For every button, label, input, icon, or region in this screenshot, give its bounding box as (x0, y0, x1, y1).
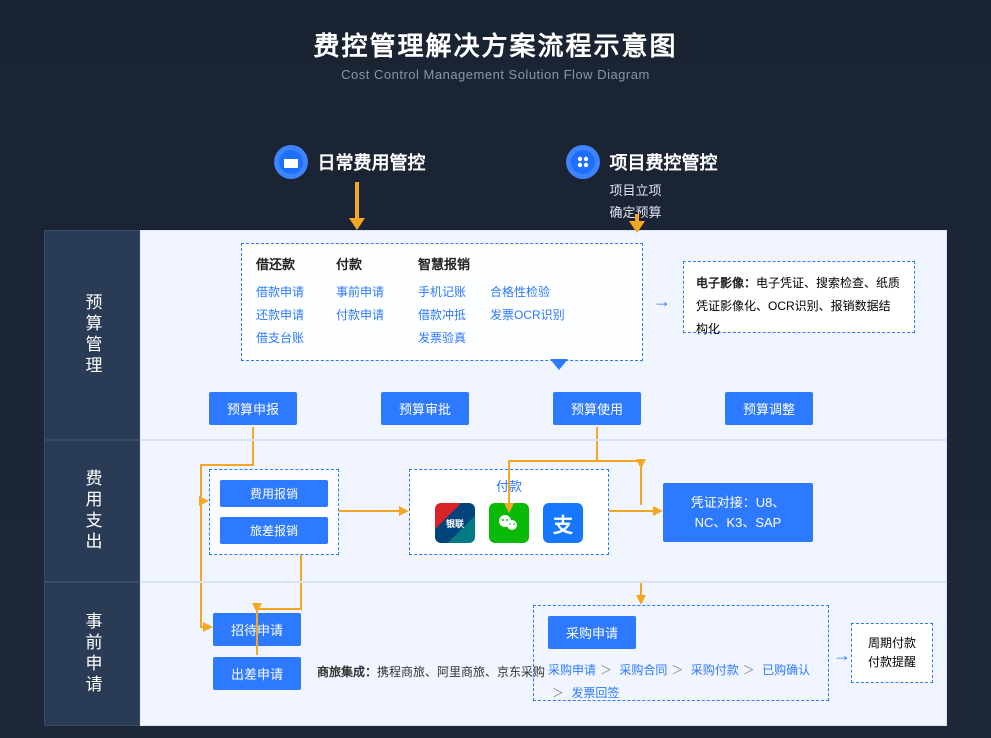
row-label-preapply: 事前申请 (44, 582, 140, 726)
tab-daily-label: 日常费用管控 (318, 149, 426, 175)
link-item[interactable]: 付款申请 (336, 304, 418, 327)
diagram-grid: 预算管理 借还款 借款申请 还款申请 借支台账 付款 事前申请 付款申请 智慧报… (44, 230, 947, 720)
wechat-pay-icon (489, 503, 529, 543)
title-en: Cost Control Management Solution Flow Di… (0, 67, 991, 82)
smart-reimburse-title: 智慧报销 (418, 254, 628, 273)
payment-title: 付款 (410, 476, 608, 495)
payment-box: 付款 银联 支 (409, 469, 609, 555)
chain-step[interactable]: 采购申请 (548, 663, 596, 677)
expense-reimburse-button[interactable]: 费用报销 (220, 480, 328, 507)
reminder-line1: 周期付款 (858, 634, 926, 653)
payment-reminder-box: 周期付款 付款提醒 (851, 623, 933, 683)
budget-buttons-row: 预算申报 预算审批 预算使用 预算调整 (209, 392, 916, 425)
payment-title: 付款 (336, 254, 418, 273)
column-payment: 付款 事前申请 付款申请 (336, 254, 418, 350)
chain-step[interactable]: 发票回签 (571, 686, 619, 700)
title-zh: 费控管理解决方案流程示意图 (0, 26, 991, 63)
voucher-button[interactable]: 凭证对接：U8、 NC、K3、SAP (663, 483, 813, 542)
grid-icon (566, 145, 600, 179)
entertain-apply-button[interactable]: 招待申请 (213, 613, 301, 646)
speech-tail-icon (551, 360, 567, 370)
purchase-chain: 采购申请＞ 采购合同＞ 采购付款＞ 已购确认＞ 发票回签 (548, 659, 814, 705)
purchase-apply-button[interactable]: 采购申请 (548, 616, 636, 649)
alipay-icon: 支 (543, 503, 583, 543)
link-item[interactable]: 借款申请 (256, 281, 336, 304)
link-item[interactable]: 借支台账 (256, 327, 336, 350)
loan-title: 借还款 (256, 254, 336, 273)
tab-project-label: 项目费控管控 (610, 149, 718, 175)
loan-pay-reimburse-box: 借还款 借款申请 还款申请 借支台账 付款 事前申请 付款申请 智慧报销 手机记… (241, 243, 643, 361)
tab-project-cost[interactable]: 项目费控管控 项目立项 确定预算 (566, 145, 718, 222)
budget-use-button[interactable]: 预算使用 (553, 392, 641, 425)
reimburse-box: 费用报销 旅差报销 (209, 469, 339, 555)
e-image-label: 电子影像： (696, 276, 756, 290)
row-body-budget: 借还款 借款申请 还款申请 借支台账 付款 事前申请 付款申请 智慧报销 手机记… (140, 230, 947, 440)
chain-step[interactable]: 采购付款 (691, 663, 739, 677)
column-smart-reimburse: 智慧报销 手机记账 借款冲抵 发票验真 合格性检验 发票OCR识别 (418, 254, 628, 350)
e-image-box: 电子影像：电子凭证、搜索检查、纸质凭证影像化、OCR识别、报销数据结构化 (683, 261, 915, 333)
travel-integration-text: 商旅集成：携程商旅、阿里商旅、京东采购 (317, 663, 545, 680)
chain-step[interactable]: 采购合同 (619, 663, 667, 677)
calendar-icon (274, 145, 308, 179)
voucher-line1: 凭证对接：U8、 (691, 495, 786, 510)
diagram-title: 费控管理解决方案流程示意图 Cost Control Management So… (0, 26, 991, 82)
row-expense: 费用支出 费用报销 旅差报销 付款 银联 支 凭证对接：U8、 (44, 440, 947, 582)
row-label-expense: 费用支出 (44, 440, 140, 582)
link-item[interactable]: 手机记账 (418, 281, 466, 304)
arrow-right-icon: → (833, 645, 851, 666)
tab-daily-cost[interactable]: 日常费用管控 (274, 145, 426, 222)
flow-arrow-stem (355, 182, 359, 218)
link-item[interactable]: 事前申请 (336, 281, 418, 304)
trip-apply-button[interactable]: 出差申请 (213, 657, 301, 690)
column-loan: 借还款 借款申请 还款申请 借支台账 (256, 254, 336, 350)
travel-reimburse-button[interactable]: 旅差报销 (220, 517, 328, 544)
arrow-right-icon: → (653, 291, 671, 312)
top-tabs: 日常费用管控 项目费控管控 项目立项 确定预算 (0, 145, 991, 222)
row-budget: 预算管理 借还款 借款申请 还款申请 借支台账 付款 事前申请 付款申请 智慧报… (44, 230, 947, 440)
travel-label: 商旅集成： (317, 665, 377, 679)
row-preapply: 事前申请 招待申请 出差申请 商旅集成：携程商旅、阿里商旅、京东采购 采购申请 … (44, 582, 947, 726)
budget-approve-button[interactable]: 预算审批 (381, 392, 469, 425)
link-item[interactable]: 合格性检验 (490, 281, 565, 304)
travel-text: 携程商旅、阿里商旅、京东采购 (377, 665, 545, 679)
reminder-line2: 付款提醒 (858, 653, 926, 672)
link-item[interactable]: 发票验真 (418, 327, 466, 350)
link-item[interactable]: 还款申请 (256, 304, 336, 327)
voucher-integration: 凭证对接：U8、 NC、K3、SAP (663, 483, 813, 542)
chain-step[interactable]: 已购确认 (762, 663, 810, 677)
budget-declare-button[interactable]: 预算申报 (209, 392, 297, 425)
unionpay-icon: 银联 (435, 503, 475, 543)
link-item[interactable]: 发票OCR识别 (490, 304, 565, 327)
flow-arrow-head (629, 221, 645, 233)
purchase-box: 采购申请 采购申请＞ 采购合同＞ 采购付款＞ 已购确认＞ 发票回签 (533, 605, 829, 701)
row-body-expense: 费用报销 旅差报销 付款 银联 支 凭证对接：U8、 NC、K3、SAP (140, 440, 947, 582)
row-label-budget: 预算管理 (44, 230, 140, 440)
flow-arrow-head (349, 218, 365, 230)
link-item[interactable]: 借款冲抵 (418, 304, 466, 327)
budget-adjust-button[interactable]: 预算调整 (725, 392, 813, 425)
row-body-preapply: 招待申请 出差申请 商旅集成：携程商旅、阿里商旅、京东采购 采购申请 采购申请＞… (140, 582, 947, 726)
tab-project-sub1: 项目立项 (610, 181, 662, 201)
voucher-line2: NC、K3、SAP (695, 515, 782, 530)
